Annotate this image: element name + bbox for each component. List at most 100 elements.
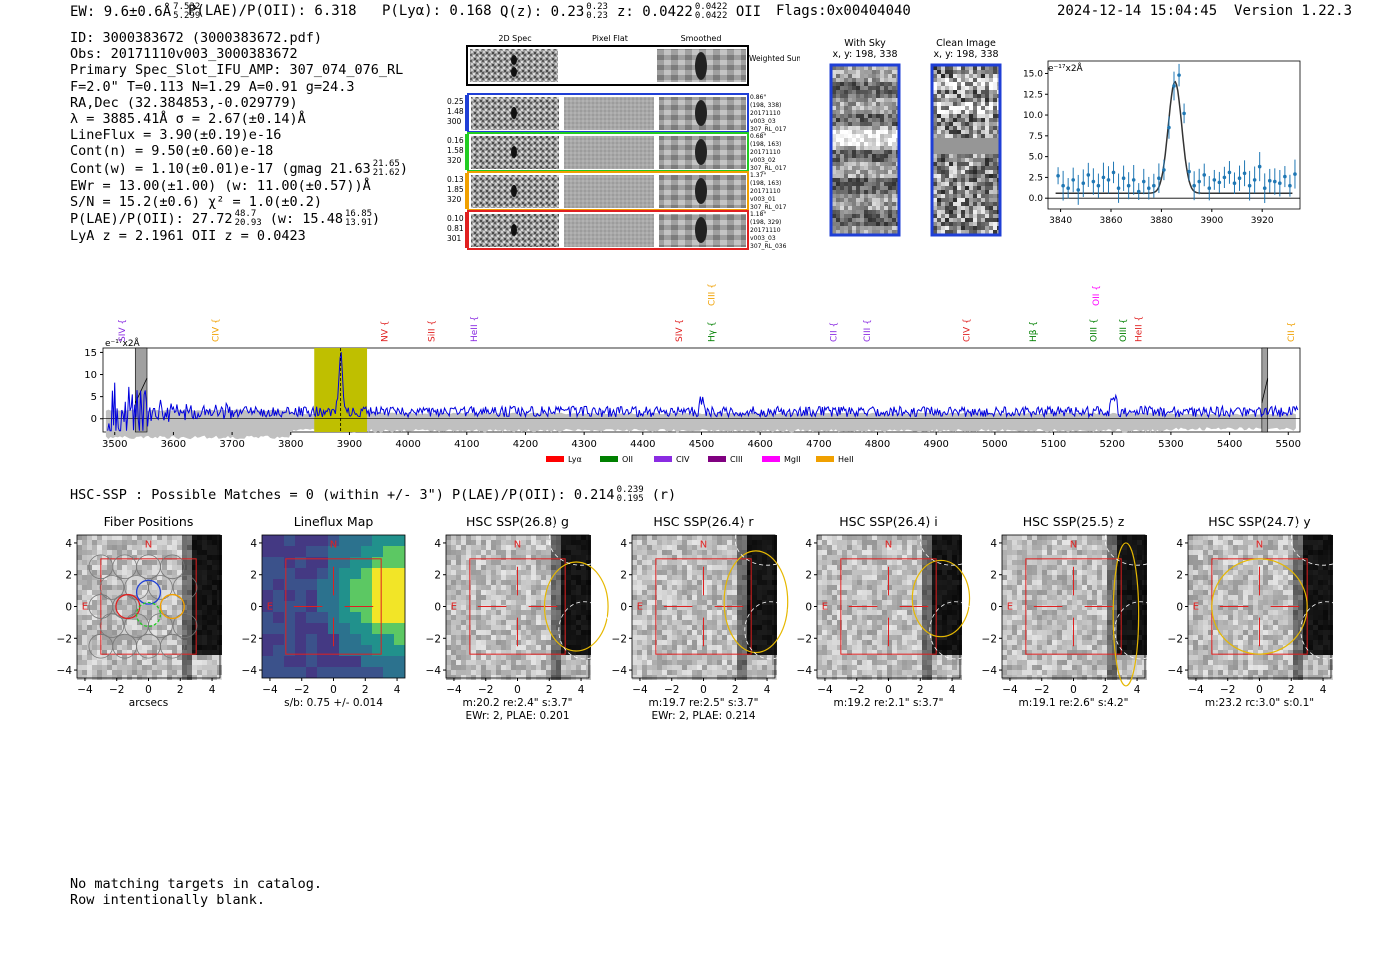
spec2d-right-label: 1.37" (750, 172, 766, 179)
zoom-data-point (1071, 178, 1075, 182)
zoom-data-point (1136, 189, 1141, 194)
spec2d-right-label: 0.68" (750, 133, 766, 140)
cutout-ytick-label: 2 (65, 570, 72, 582)
clean-image (933, 66, 1001, 234)
info-contw: Cont(w) = 1.10(±0.01)e-17 (gmag 21.63 21.… (70, 158, 408, 178)
cutout-title: HSC SSP(26.4) r (653, 514, 754, 529)
spectrum-line-marker: CIV { (212, 318, 222, 342)
info-primary: Primary Spec_Slot_IFU_AMP: 307_074_076_R… (70, 62, 404, 79)
fiber-circle (99, 613, 125, 638)
fiber-circle (148, 613, 173, 638)
col-title-smoothed: Smoothed (681, 34, 722, 43)
spectrum-xtick-label: 5100 (1041, 439, 1066, 450)
cutout-xtick-label: −2 (664, 684, 679, 696)
info-zline: LyA z = 2.1961 OII z = 0.0423 (70, 228, 306, 245)
compass-north: N (1256, 540, 1263, 551)
cutout-ytick-label: 4 (434, 538, 441, 550)
zoom-xtick-label: 3900 (1200, 216, 1223, 226)
spec2d-row-tab (465, 212, 468, 248)
zoom-fit-chart: 15.0 12.5 10.0 7.5 5.0 2.5 0.0 3840 3860 3880 3900… (1023, 60, 1301, 226)
compass-east: E (82, 602, 88, 613)
fiber-circle (160, 633, 185, 659)
legend-swatch (600, 456, 618, 462)
spec2d-right-label: 0.86" (750, 94, 766, 101)
cutout-ytick-label: −2 (982, 633, 997, 645)
cutout-ytick-label: 0 (65, 602, 72, 614)
fiber-circle (172, 575, 198, 600)
fiber-circle (88, 554, 114, 580)
cutout-ytick-label: 2 (805, 570, 812, 582)
cutout-title: HSC SSP(26.8) g (466, 514, 569, 529)
header-ew: EW: 9.6±0.6Å 7.532 5.299 (70, 2, 201, 21)
aperture-box (469, 558, 566, 655)
neighbor-ellipse (1300, 601, 1353, 660)
zoom-data-point (1242, 171, 1247, 176)
compass-east: E (822, 602, 828, 613)
cutout-ytick-label: −2 (612, 633, 627, 645)
info-id: ID: 3000383672 (3000383672.pdf) (70, 30, 322, 46)
cutout-title: Lineflux Map (294, 514, 374, 529)
cutout-ytick-label: 4 (65, 538, 72, 550)
zoom-ytick-label: 0.0 (1029, 194, 1044, 204)
header-datetime: 2024-12-14 15:04:45 Version 1.22.3 (1057, 3, 1353, 19)
spectrum-line-marker: NV { (381, 321, 391, 342)
spectrum-line-marker: CIII { (863, 319, 873, 342)
spec2d-row-tab (465, 173, 468, 209)
zoom-xtick-label: 3840 (1049, 216, 1072, 226)
cutout-xtick-label: 2 (917, 684, 924, 696)
cutout-ytick-label: 0 (434, 602, 441, 614)
spec2d-left-label: 1.48 (447, 107, 464, 116)
spec2d-right-label: 307_RL_017 (750, 165, 787, 172)
cutout-xtick-label: −2 (109, 684, 124, 696)
spectrum-unit: e⁻¹⁷x2Å (105, 337, 141, 349)
cutout-xtick-label: 4 (209, 684, 216, 696)
source-ellipse (543, 561, 609, 652)
aperture-box (1025, 558, 1122, 655)
cutout-caption: s/b: 0.75 +/- 0.014 (284, 697, 383, 709)
with-sky-image (832, 66, 900, 234)
cutout-caption: m:19.7 re:2.5" s:3.7" (649, 697, 759, 709)
spectrum-xtick-label: 5200 (1100, 439, 1125, 450)
fiber-circle (88, 594, 114, 619)
cutout-ytick-label: 4 (990, 538, 997, 550)
zoom-ytick-label: 12.5 (1023, 90, 1043, 100)
cutout-ytick-label: 4 (250, 538, 257, 550)
cutout-xtick-label: 0 (700, 684, 707, 696)
neighbor-ellipse (929, 601, 982, 660)
spectrum-xtick-label: 5400 (1217, 439, 1242, 450)
spectrum-line-marker: HeII { (1135, 316, 1145, 342)
spectrum-xtick-label: 4700 (806, 439, 831, 450)
zoom-ytick-label: 2.5 (1029, 173, 1043, 183)
cutout-ytick-label: 2 (620, 570, 627, 582)
zoom-data-point (1121, 176, 1126, 181)
zoom-data-point (1227, 170, 1232, 175)
legend-swatch (762, 456, 780, 462)
spectrum-line-marker: CIII { (707, 283, 717, 306)
spec2d-right-label: 20171110 (750, 227, 781, 234)
cutout-title: HSC SSP(24.7) y (1208, 514, 1311, 529)
spectrum-xtick-label: 4400 (630, 439, 655, 450)
cutout-xtick-label: −4 (1002, 684, 1018, 696)
cutout-xtick-label: 4 (1134, 684, 1141, 696)
neighbor-ellipse (1114, 601, 1167, 660)
spec2d-left-label: 1.58 (447, 146, 464, 155)
cutout-xtick-label: −4 (446, 684, 462, 696)
zoom-data-point (1197, 179, 1201, 184)
header-z: z: 0.0422 0.0422 0.0422 OII (617, 2, 762, 21)
cutout-xtick-label: 0 (1256, 684, 1263, 696)
cutout-ytick-label: −4 (797, 665, 813, 677)
zoom-data-point (1232, 181, 1237, 186)
cutout-xtick-label: 4 (764, 684, 771, 696)
spec2d-flat (564, 175, 654, 208)
spectrum-ytick-label: 15 (84, 348, 97, 359)
spec2d-smoothed-blob (695, 139, 707, 165)
cutout-title: HSC SSP(25.5) z (1023, 514, 1125, 529)
spectrum-xtick-label: 4500 (689, 439, 714, 450)
zoom-data-point (1091, 179, 1096, 184)
cutout-caption: m:20.2 re:2.4" s:3.7" (463, 697, 573, 709)
spectrum-ytick-label: 5 (91, 392, 97, 403)
zoom-data-point (1081, 181, 1086, 186)
legend-label: HeII (838, 455, 854, 464)
